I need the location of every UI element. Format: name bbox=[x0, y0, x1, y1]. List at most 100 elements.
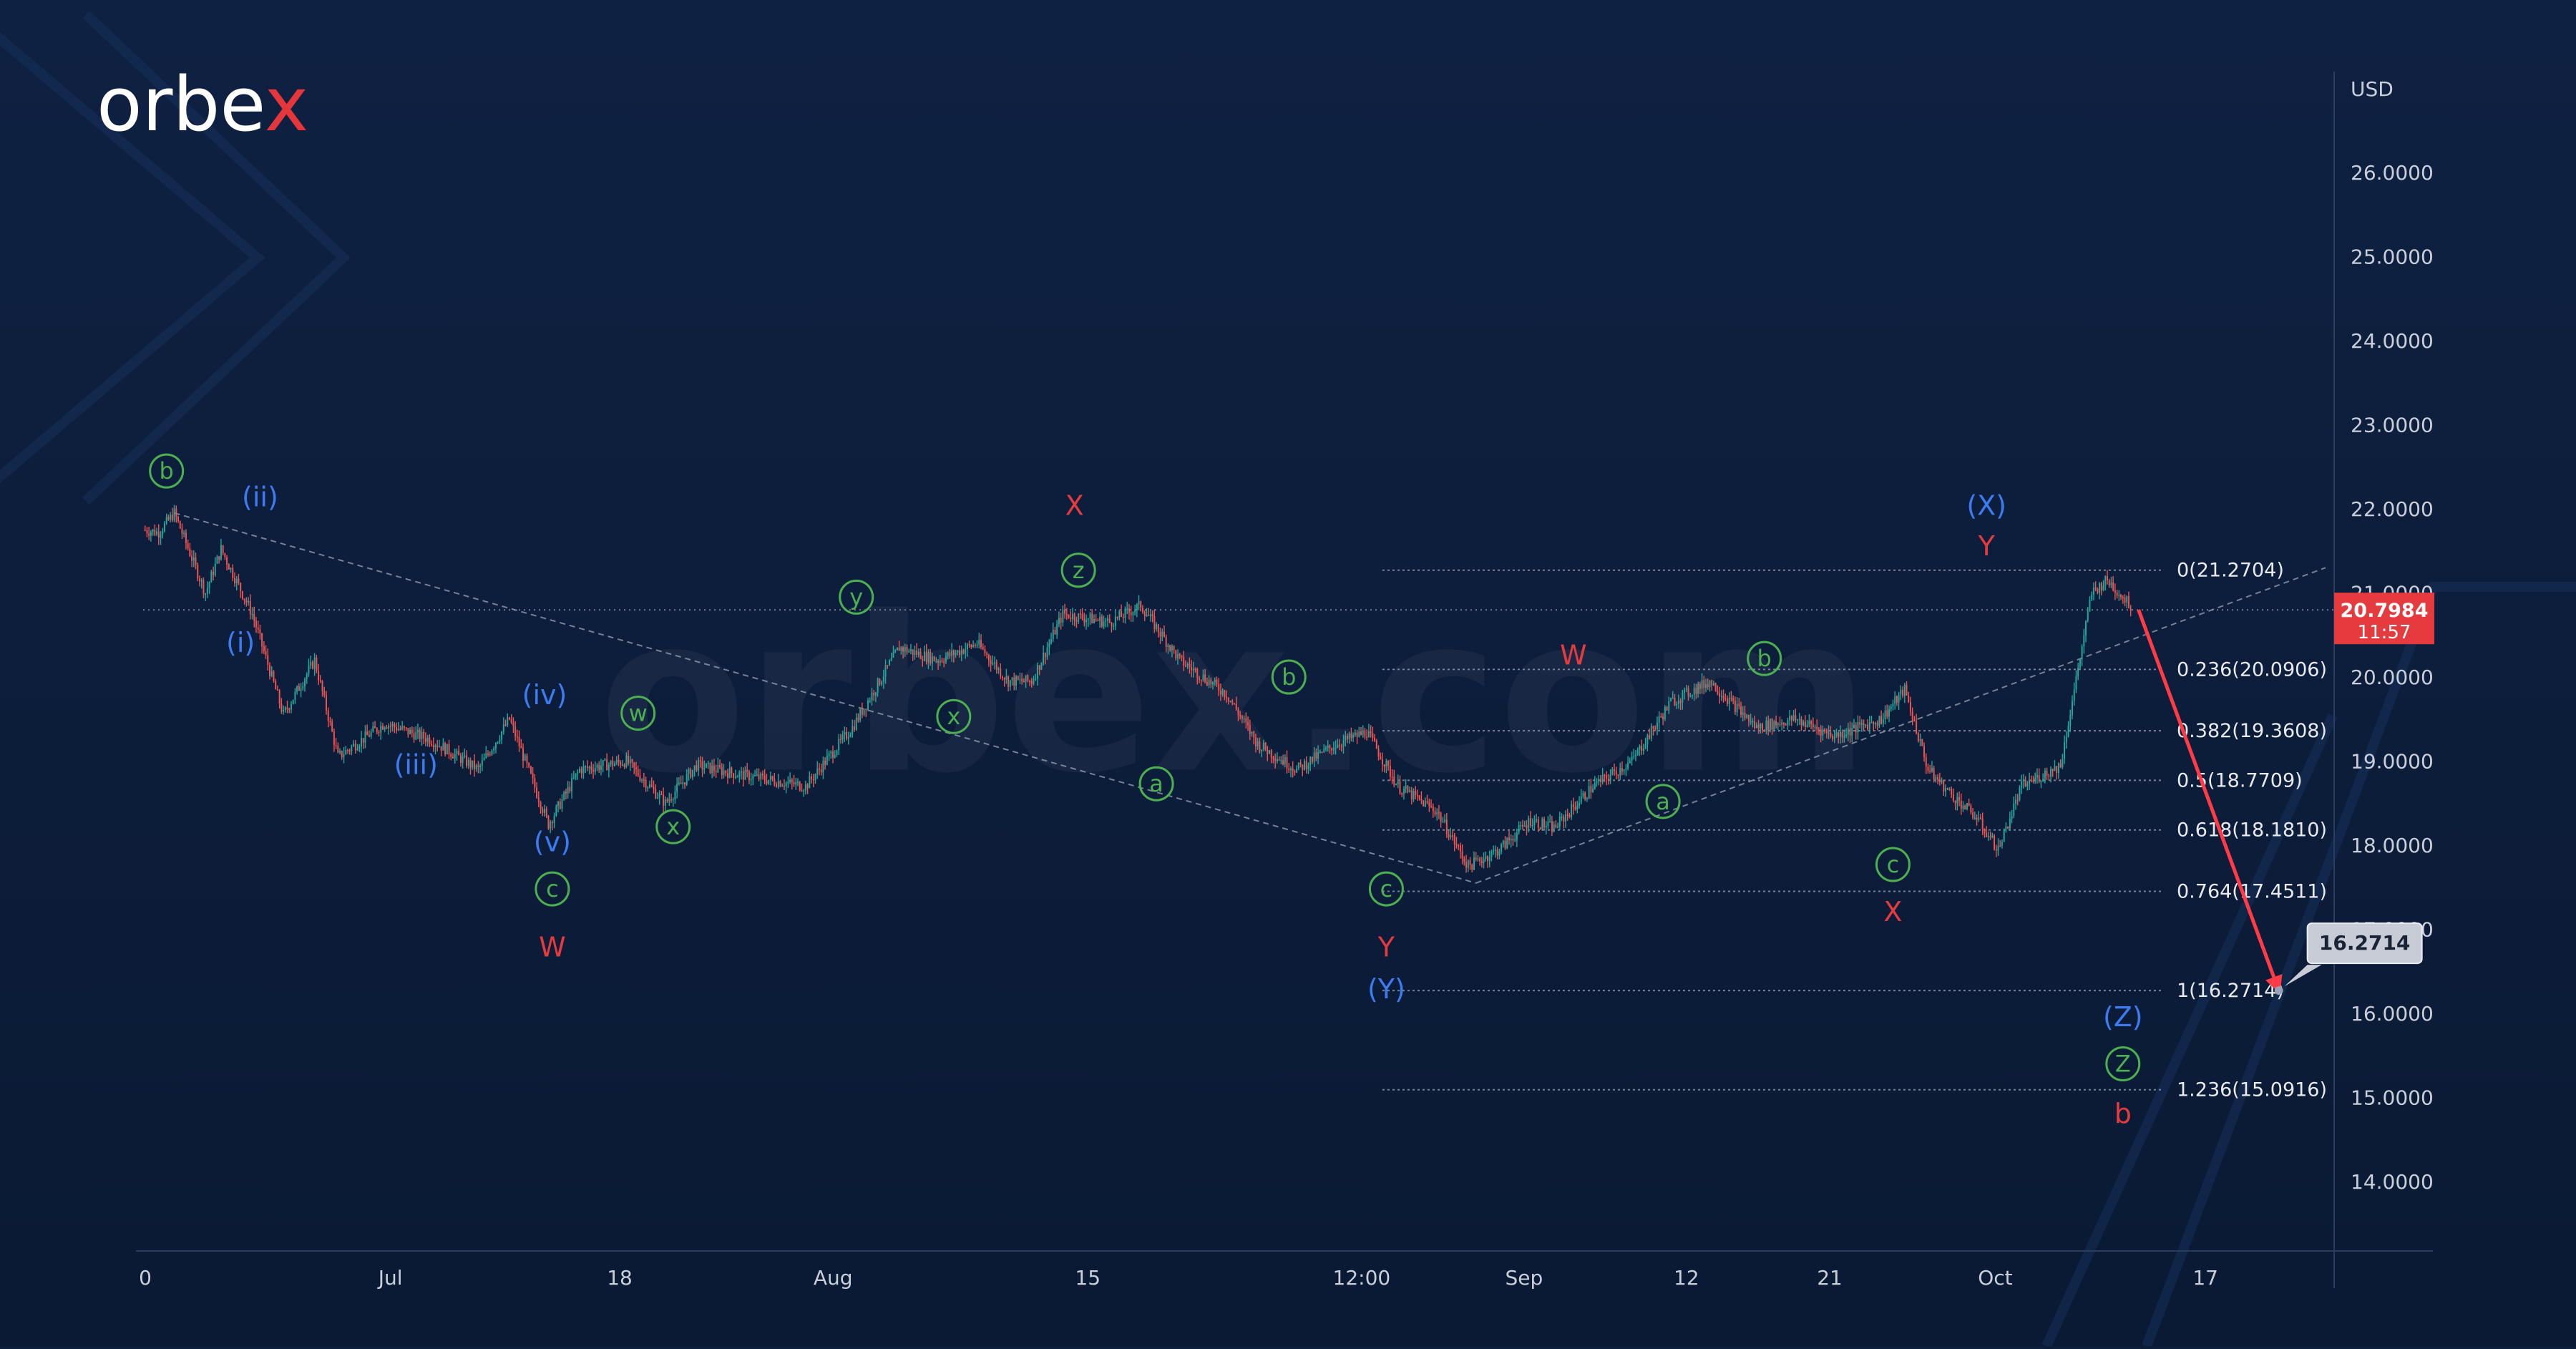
candle-body bbox=[1623, 769, 1625, 772]
candle-body bbox=[205, 593, 207, 595]
candle-body bbox=[485, 753, 487, 758]
candle-body bbox=[781, 785, 784, 787]
candle-body bbox=[1377, 749, 1380, 757]
candle-body bbox=[1498, 852, 1501, 856]
candle-body bbox=[434, 745, 436, 748]
candle-body bbox=[1911, 711, 1913, 720]
candle-body bbox=[1452, 835, 1453, 837]
candle-body bbox=[458, 751, 460, 756]
candle-body bbox=[516, 736, 518, 738]
candle-body bbox=[1917, 733, 1919, 741]
candle-body bbox=[331, 721, 333, 732]
wave-label: Y bbox=[1978, 530, 1996, 562]
candle-body bbox=[836, 750, 838, 755]
candle-body bbox=[748, 771, 750, 781]
candle-body bbox=[2005, 826, 2007, 829]
y-tick-label: 14.0000 bbox=[2351, 1170, 2434, 1194]
candle-body bbox=[1407, 786, 1409, 792]
candle-body bbox=[1588, 786, 1590, 799]
candle-body bbox=[542, 809, 544, 813]
candle-body bbox=[935, 661, 937, 663]
candle-body bbox=[879, 678, 881, 685]
candle-body bbox=[313, 657, 316, 669]
candle-body bbox=[543, 809, 545, 813]
candle-body bbox=[1151, 614, 1153, 617]
candle-body bbox=[1738, 703, 1740, 707]
candle-body bbox=[230, 568, 232, 570]
candle-body bbox=[1243, 718, 1245, 720]
candle-body bbox=[1851, 728, 1853, 736]
candle-body bbox=[1652, 726, 1654, 729]
candle-body bbox=[1056, 624, 1058, 635]
candle-body bbox=[1114, 616, 1116, 626]
candle-body bbox=[146, 530, 148, 534]
candle-body bbox=[1493, 850, 1495, 852]
candle-body bbox=[1070, 618, 1072, 620]
candle-body bbox=[738, 772, 741, 776]
candle-body bbox=[1873, 722, 1875, 724]
candle-body bbox=[407, 728, 409, 734]
candle-body bbox=[1027, 675, 1029, 681]
candle-body bbox=[1677, 701, 1679, 704]
candle-body bbox=[1818, 729, 1820, 731]
x-tick-label: 21 bbox=[1817, 1266, 1843, 1290]
candle-body bbox=[1305, 761, 1307, 769]
candle-body bbox=[1402, 789, 1405, 794]
candle-body bbox=[1664, 707, 1666, 720]
candle-body bbox=[2036, 775, 2038, 778]
candle-body bbox=[2071, 701, 2073, 716]
candle-body bbox=[962, 650, 965, 654]
candle-body bbox=[1676, 703, 1678, 706]
candle-body bbox=[754, 775, 756, 776]
candle-body bbox=[467, 759, 469, 766]
candle-body bbox=[943, 661, 945, 663]
candle-body bbox=[1445, 819, 1448, 834]
candle-body bbox=[572, 777, 575, 779]
candle-body bbox=[1469, 860, 1471, 865]
candle-body bbox=[241, 591, 243, 599]
wave-label: b bbox=[1757, 645, 1772, 672]
candle-body bbox=[456, 751, 458, 754]
candle-body bbox=[1941, 779, 1943, 782]
candle-body bbox=[933, 656, 935, 661]
candle-body bbox=[208, 582, 210, 588]
candle-body bbox=[1087, 618, 1089, 620]
candle-body bbox=[650, 784, 653, 787]
candle-body bbox=[822, 760, 824, 773]
candle-body bbox=[859, 709, 862, 721]
candle-body bbox=[579, 769, 580, 772]
candle-body bbox=[386, 727, 388, 729]
candle-body bbox=[235, 578, 238, 584]
candle-body bbox=[473, 760, 475, 769]
candle-body bbox=[2097, 588, 2099, 593]
candle-body bbox=[563, 792, 565, 799]
candle-body bbox=[2050, 769, 2052, 777]
candle-body bbox=[2009, 819, 2011, 829]
candle-body bbox=[1008, 676, 1010, 687]
wave-label: c bbox=[546, 875, 559, 902]
x-tick-label: 18 bbox=[607, 1266, 633, 1290]
candle-body bbox=[1590, 786, 1592, 792]
candle-body bbox=[1348, 733, 1350, 739]
candle-body bbox=[1444, 819, 1446, 822]
candle-body bbox=[1750, 721, 1752, 723]
candle-body bbox=[717, 764, 719, 773]
candle-body bbox=[2032, 780, 2034, 782]
wave-label: c bbox=[1380, 875, 1393, 902]
wave-label: c bbox=[1887, 851, 1900, 878]
candle-body bbox=[1345, 736, 1347, 741]
candle-body bbox=[1254, 737, 1257, 746]
candle-body bbox=[426, 737, 429, 742]
candle-body bbox=[984, 649, 986, 654]
candle-body bbox=[628, 755, 630, 764]
candle-body bbox=[1650, 726, 1652, 739]
candle-body bbox=[884, 665, 887, 677]
candle-body bbox=[959, 650, 961, 656]
candle-body bbox=[345, 749, 347, 755]
candle-body bbox=[189, 548, 191, 557]
candle-body bbox=[1516, 832, 1518, 840]
candle-body bbox=[1822, 729, 1824, 736]
candle-body bbox=[1054, 630, 1056, 635]
candle-body bbox=[446, 744, 448, 755]
candle-body bbox=[698, 760, 700, 771]
